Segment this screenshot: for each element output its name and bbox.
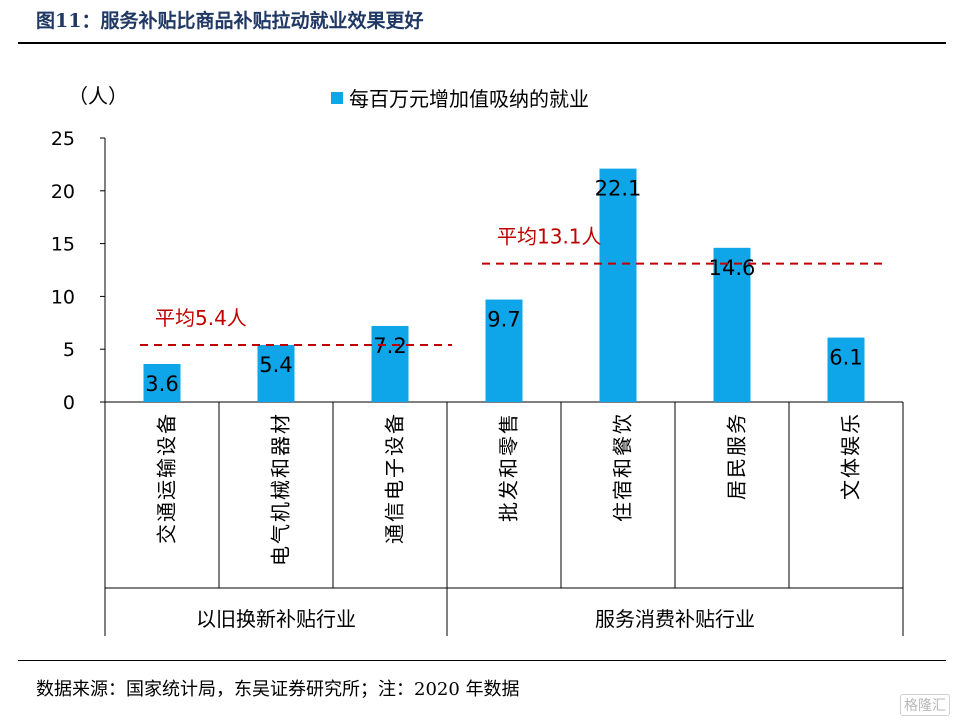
title-rule [18,42,946,44]
figure-title: 图11：服务补贴比商品补贴拉动就业效果更好 [36,10,424,32]
y-tick-label: 25 [51,128,75,150]
bar [371,325,409,402]
bar [599,168,637,402]
group-label: 以旧换新补贴行业 [196,607,356,631]
y-tick-label: 10 [51,286,75,308]
category-label: 居民服务 [725,412,749,500]
average-label: 平均13.1人 [497,225,602,249]
category-label: 批发和零售 [497,412,521,522]
category-label: 交通运输设备 [155,412,179,544]
bar [485,299,523,402]
category-label: 住宿和餐饮 [611,412,635,522]
y-tick-label: 0 [63,392,75,414]
data-label: 14.6 [709,256,756,280]
y-axis-label: （人） [68,84,128,108]
category-label: 电气机械和器材 [269,412,293,566]
data-label: 22.1 [595,177,642,201]
bar [143,363,181,402]
bar [713,247,751,402]
footer-rule [18,660,946,661]
source-note: 数据来源：国家统计局，东吴证券研究所；注：2020 年数据 [36,679,520,700]
data-label: 5.4 [259,353,292,377]
bar [257,344,295,402]
data-label: 6.1 [829,346,862,370]
category-label: 文体娱乐 [839,412,863,500]
data-label: 9.7 [487,308,520,332]
y-tick-label: 20 [51,181,75,203]
y-tick-label: 15 [51,234,75,256]
bar-chart: 0510152025（人）3.6交通运输设备5.4电气机械和器材7.2通信电子设… [51,84,904,636]
watermark-logo: 格隆汇 [900,694,950,716]
average-label: 平均5.4人 [155,306,247,330]
category-label: 通信电子设备 [383,412,407,544]
group-label: 服务消费补贴行业 [595,607,755,631]
legend-label: 每百万元增加值吸纳的就业 [349,87,589,111]
legend-swatch [331,92,343,104]
bar [827,337,865,402]
y-tick-label: 5 [63,339,75,361]
data-label: 3.6 [145,372,178,396]
